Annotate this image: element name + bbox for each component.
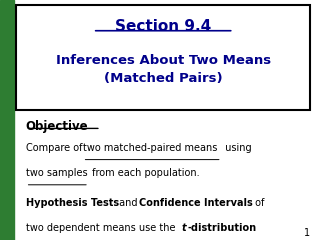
Text: t: t <box>182 223 186 233</box>
Text: Compare of: Compare of <box>26 143 85 153</box>
Text: Inferences About Two Means
(Matched Pairs): Inferences About Two Means (Matched Pair… <box>56 54 271 85</box>
Bar <box>0 0 14 240</box>
Text: Confidence Intervals: Confidence Intervals <box>139 198 252 208</box>
Text: Section 9.4: Section 9.4 <box>115 19 211 34</box>
Text: from each population.: from each population. <box>89 168 200 178</box>
Text: two matched-paired means: two matched-paired means <box>83 143 217 153</box>
Text: using: using <box>222 143 252 153</box>
Text: -distribution: -distribution <box>188 223 257 233</box>
Text: 1: 1 <box>304 228 310 238</box>
Text: Objective: Objective <box>26 120 88 133</box>
Text: of: of <box>252 198 265 208</box>
Text: two samples: two samples <box>26 168 87 178</box>
Text: and: and <box>116 198 141 208</box>
FancyBboxPatch shape <box>16 5 310 110</box>
Text: two dependent means use the: two dependent means use the <box>26 223 178 233</box>
Text: Hypothesis Tests: Hypothesis Tests <box>26 198 119 208</box>
